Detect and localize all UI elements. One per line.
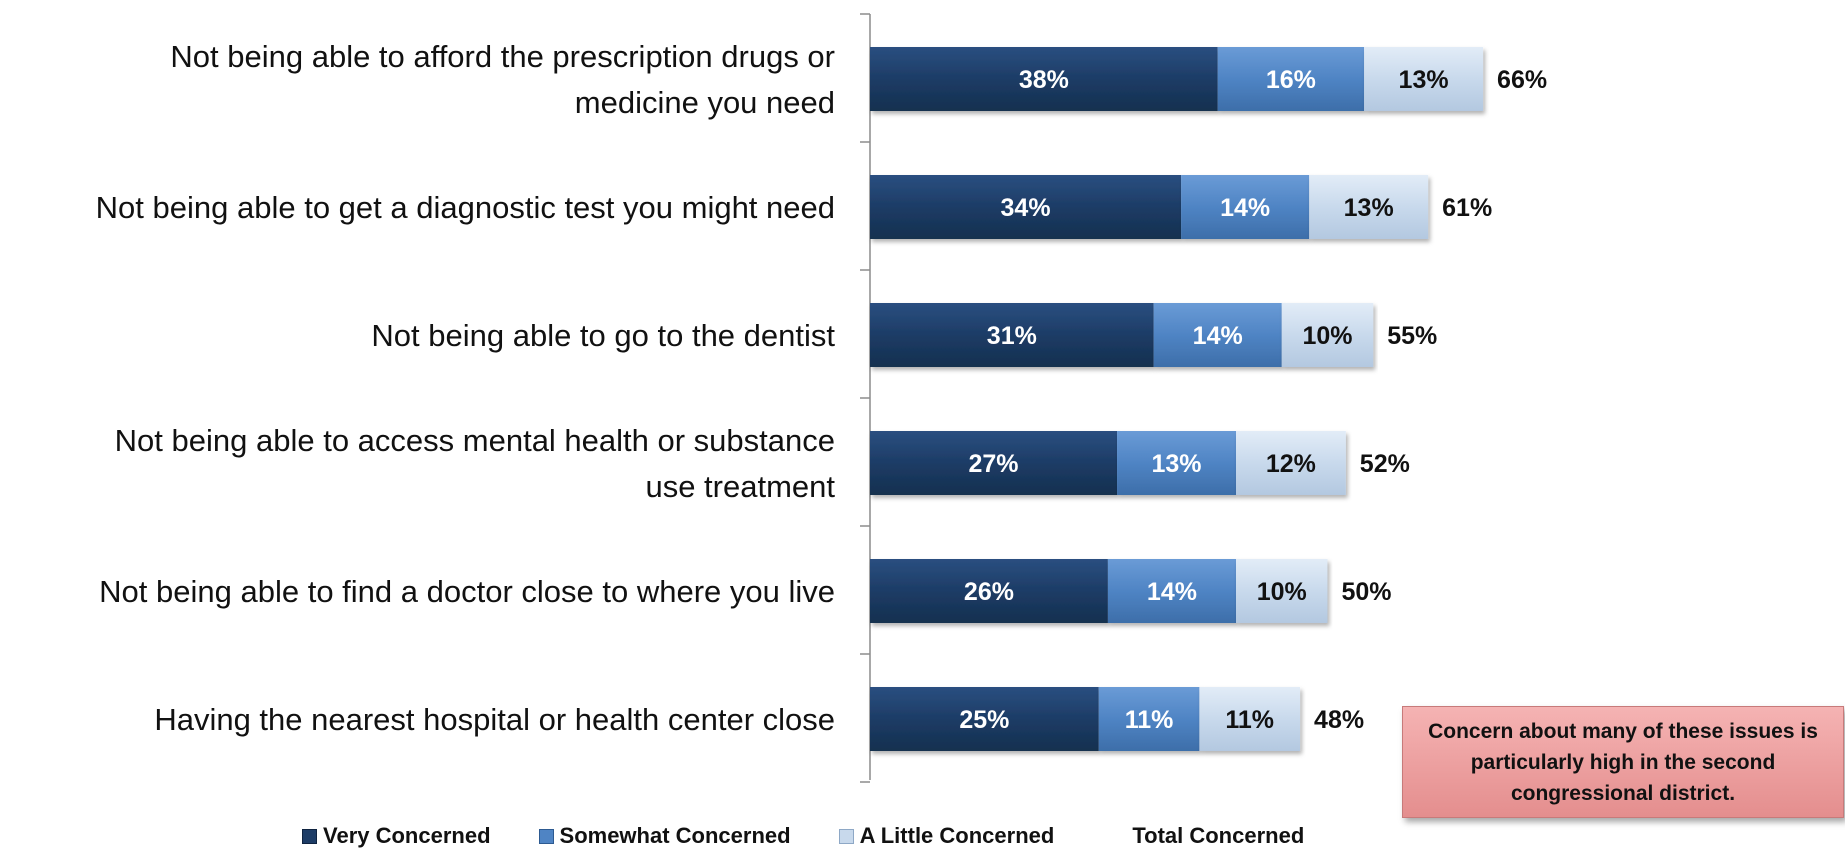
data-label-somewhat: 14%	[1220, 194, 1270, 222]
legend-swatch-little	[839, 829, 854, 844]
data-label-somewhat: 14%	[1193, 322, 1243, 350]
category-label: Not being able to find a doctor close to…	[99, 574, 835, 609]
data-label-little: 13%	[1344, 194, 1394, 222]
legend-swatch-somewhat	[539, 829, 554, 844]
legend-label-total: Total Concerned	[1132, 823, 1304, 849]
legend-item-very: Very Concerned	[302, 823, 491, 849]
category-label: Not being able to access mental health o…	[115, 423, 836, 504]
data-label-little: 10%	[1302, 322, 1352, 350]
data-label-very: 38%	[1019, 66, 1069, 94]
data-label-little: 13%	[1399, 66, 1449, 94]
legend-item-total: Total Concerned	[1102, 823, 1304, 849]
legend-swatch-very	[302, 829, 317, 844]
legend-label-somewhat: Somewhat Concerned	[560, 823, 791, 849]
total-label: 50%	[1342, 578, 1392, 606]
callout-box: Concern about many of these issues is pa…	[1402, 706, 1844, 818]
category-label: Having the nearest hospital or health ce…	[154, 702, 835, 737]
total-label: 66%	[1497, 66, 1547, 94]
data-label-somewhat: 16%	[1266, 66, 1316, 94]
legend-item-little: A Little Concerned	[839, 823, 1055, 849]
category-label: Not being able to get a diagnostic test …	[96, 190, 835, 225]
data-label-somewhat: 11%	[1125, 706, 1174, 734]
total-label: 52%	[1360, 450, 1410, 478]
legend-item-somewhat: Somewhat Concerned	[539, 823, 791, 849]
callout-text: Concern about many of these issues is pa…	[1423, 716, 1823, 809]
data-label-little: 10%	[1257, 578, 1307, 606]
data-label-little: 12%	[1266, 450, 1316, 478]
category-label: Not being able to afford the prescriptio…	[170, 39, 835, 120]
total-label: 48%	[1314, 706, 1364, 734]
data-label-very: 27%	[969, 450, 1019, 478]
legend-label-little: A Little Concerned	[860, 823, 1055, 849]
legend: Very Concerned Somewhat Concerned A Litt…	[302, 822, 1304, 850]
legend-label-very: Very Concerned	[323, 823, 491, 849]
data-label-very: 31%	[987, 322, 1037, 350]
data-label-very: 26%	[964, 578, 1014, 606]
category-label: Not being able to go to the dentist	[371, 318, 835, 353]
data-label-very: 34%	[1001, 194, 1051, 222]
data-label-little: 11%	[1225, 706, 1274, 734]
total-label: 61%	[1442, 194, 1492, 222]
data-label-somewhat: 14%	[1147, 578, 1197, 606]
total-label: 55%	[1387, 322, 1437, 350]
data-label-somewhat: 13%	[1152, 450, 1202, 478]
data-label-very: 25%	[959, 706, 1009, 734]
